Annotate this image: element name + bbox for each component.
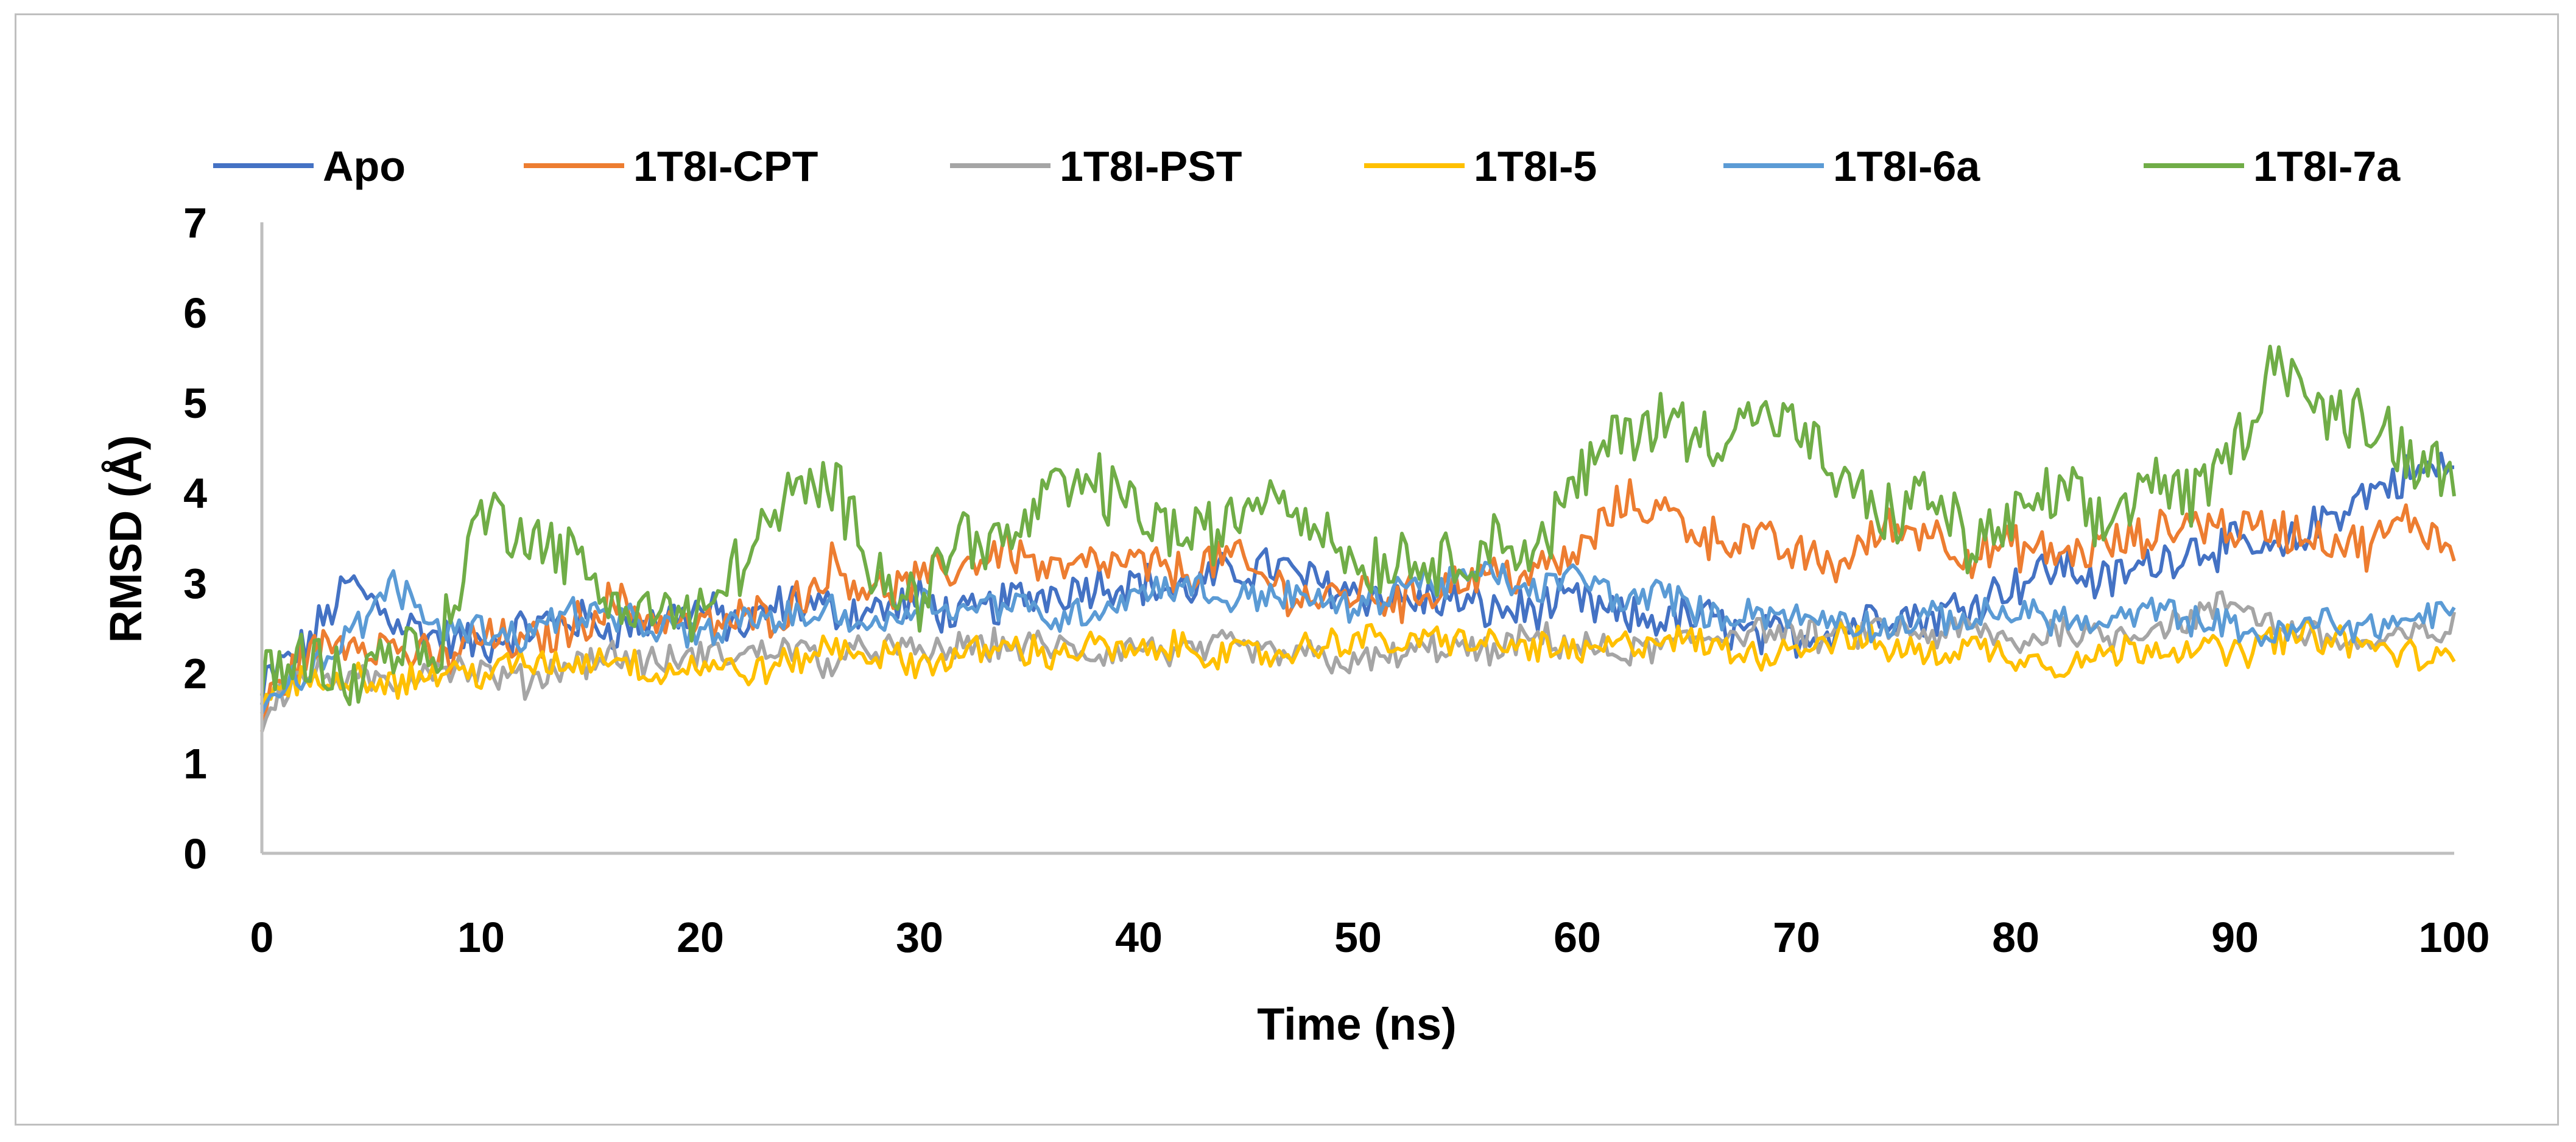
x-tick-label: 90 xyxy=(2211,914,2259,961)
x-tick-label: 30 xyxy=(896,914,943,961)
y-tick-label: 1 xyxy=(183,740,207,788)
series-line-1t8i-7a xyxy=(260,345,2456,707)
y-tick-labels: 0 1 2 3 4 5 6 7 xyxy=(183,199,207,878)
x-tick-label: 0 xyxy=(250,914,274,961)
x-tick-label: 70 xyxy=(1773,914,1820,961)
x-tick-label: 10 xyxy=(457,914,505,961)
y-tick-label: 5 xyxy=(183,379,207,427)
y-axis-title: RMSD (Å) xyxy=(100,435,151,643)
legend: Apo 1T8I-CPT 1T8I-PST 1T8I-5 1T8I-6a 1T8I-7a xyxy=(213,143,2401,190)
legend-label: Apo xyxy=(323,143,406,190)
y-tick-label: 6 xyxy=(183,289,207,337)
x-tick-label: 100 xyxy=(2419,914,2490,961)
x-tick-label: 60 xyxy=(1554,914,1601,961)
y-tick-label: 4 xyxy=(183,470,207,517)
y-tick-label: 7 xyxy=(183,199,207,247)
x-tick-labels: 0 10 20 30 40 50 60 70 80 90 100 xyxy=(250,914,2490,961)
x-tick-label: 80 xyxy=(1992,914,2039,961)
legend-label: 1T8I-PST xyxy=(1060,143,1242,190)
legend-label: 1T8I-6a xyxy=(1833,143,1980,190)
x-axis-title: Time (ns) xyxy=(1257,999,1457,1049)
y-tick-label: 3 xyxy=(183,560,207,607)
x-tick-label: 20 xyxy=(677,914,724,961)
y-tick-label: 0 xyxy=(183,830,207,878)
legend-label: 1T8I-5 xyxy=(1474,143,1597,190)
legend-label: 1T8I-7a xyxy=(2253,143,2401,190)
x-tick-label: 50 xyxy=(1334,914,1382,961)
x-tick-label: 40 xyxy=(1115,914,1163,961)
legend-label: 1T8I-CPT xyxy=(633,143,818,190)
series-layer xyxy=(260,345,2456,733)
series-line-1t8i-5 xyxy=(260,619,2456,714)
y-tick-label: 2 xyxy=(183,650,207,697)
